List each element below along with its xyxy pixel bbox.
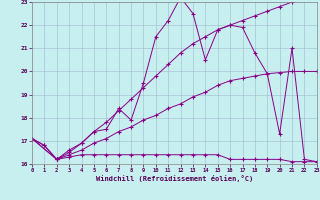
X-axis label: Windchill (Refroidissement éolien,°C): Windchill (Refroidissement éolien,°C) [96,175,253,182]
